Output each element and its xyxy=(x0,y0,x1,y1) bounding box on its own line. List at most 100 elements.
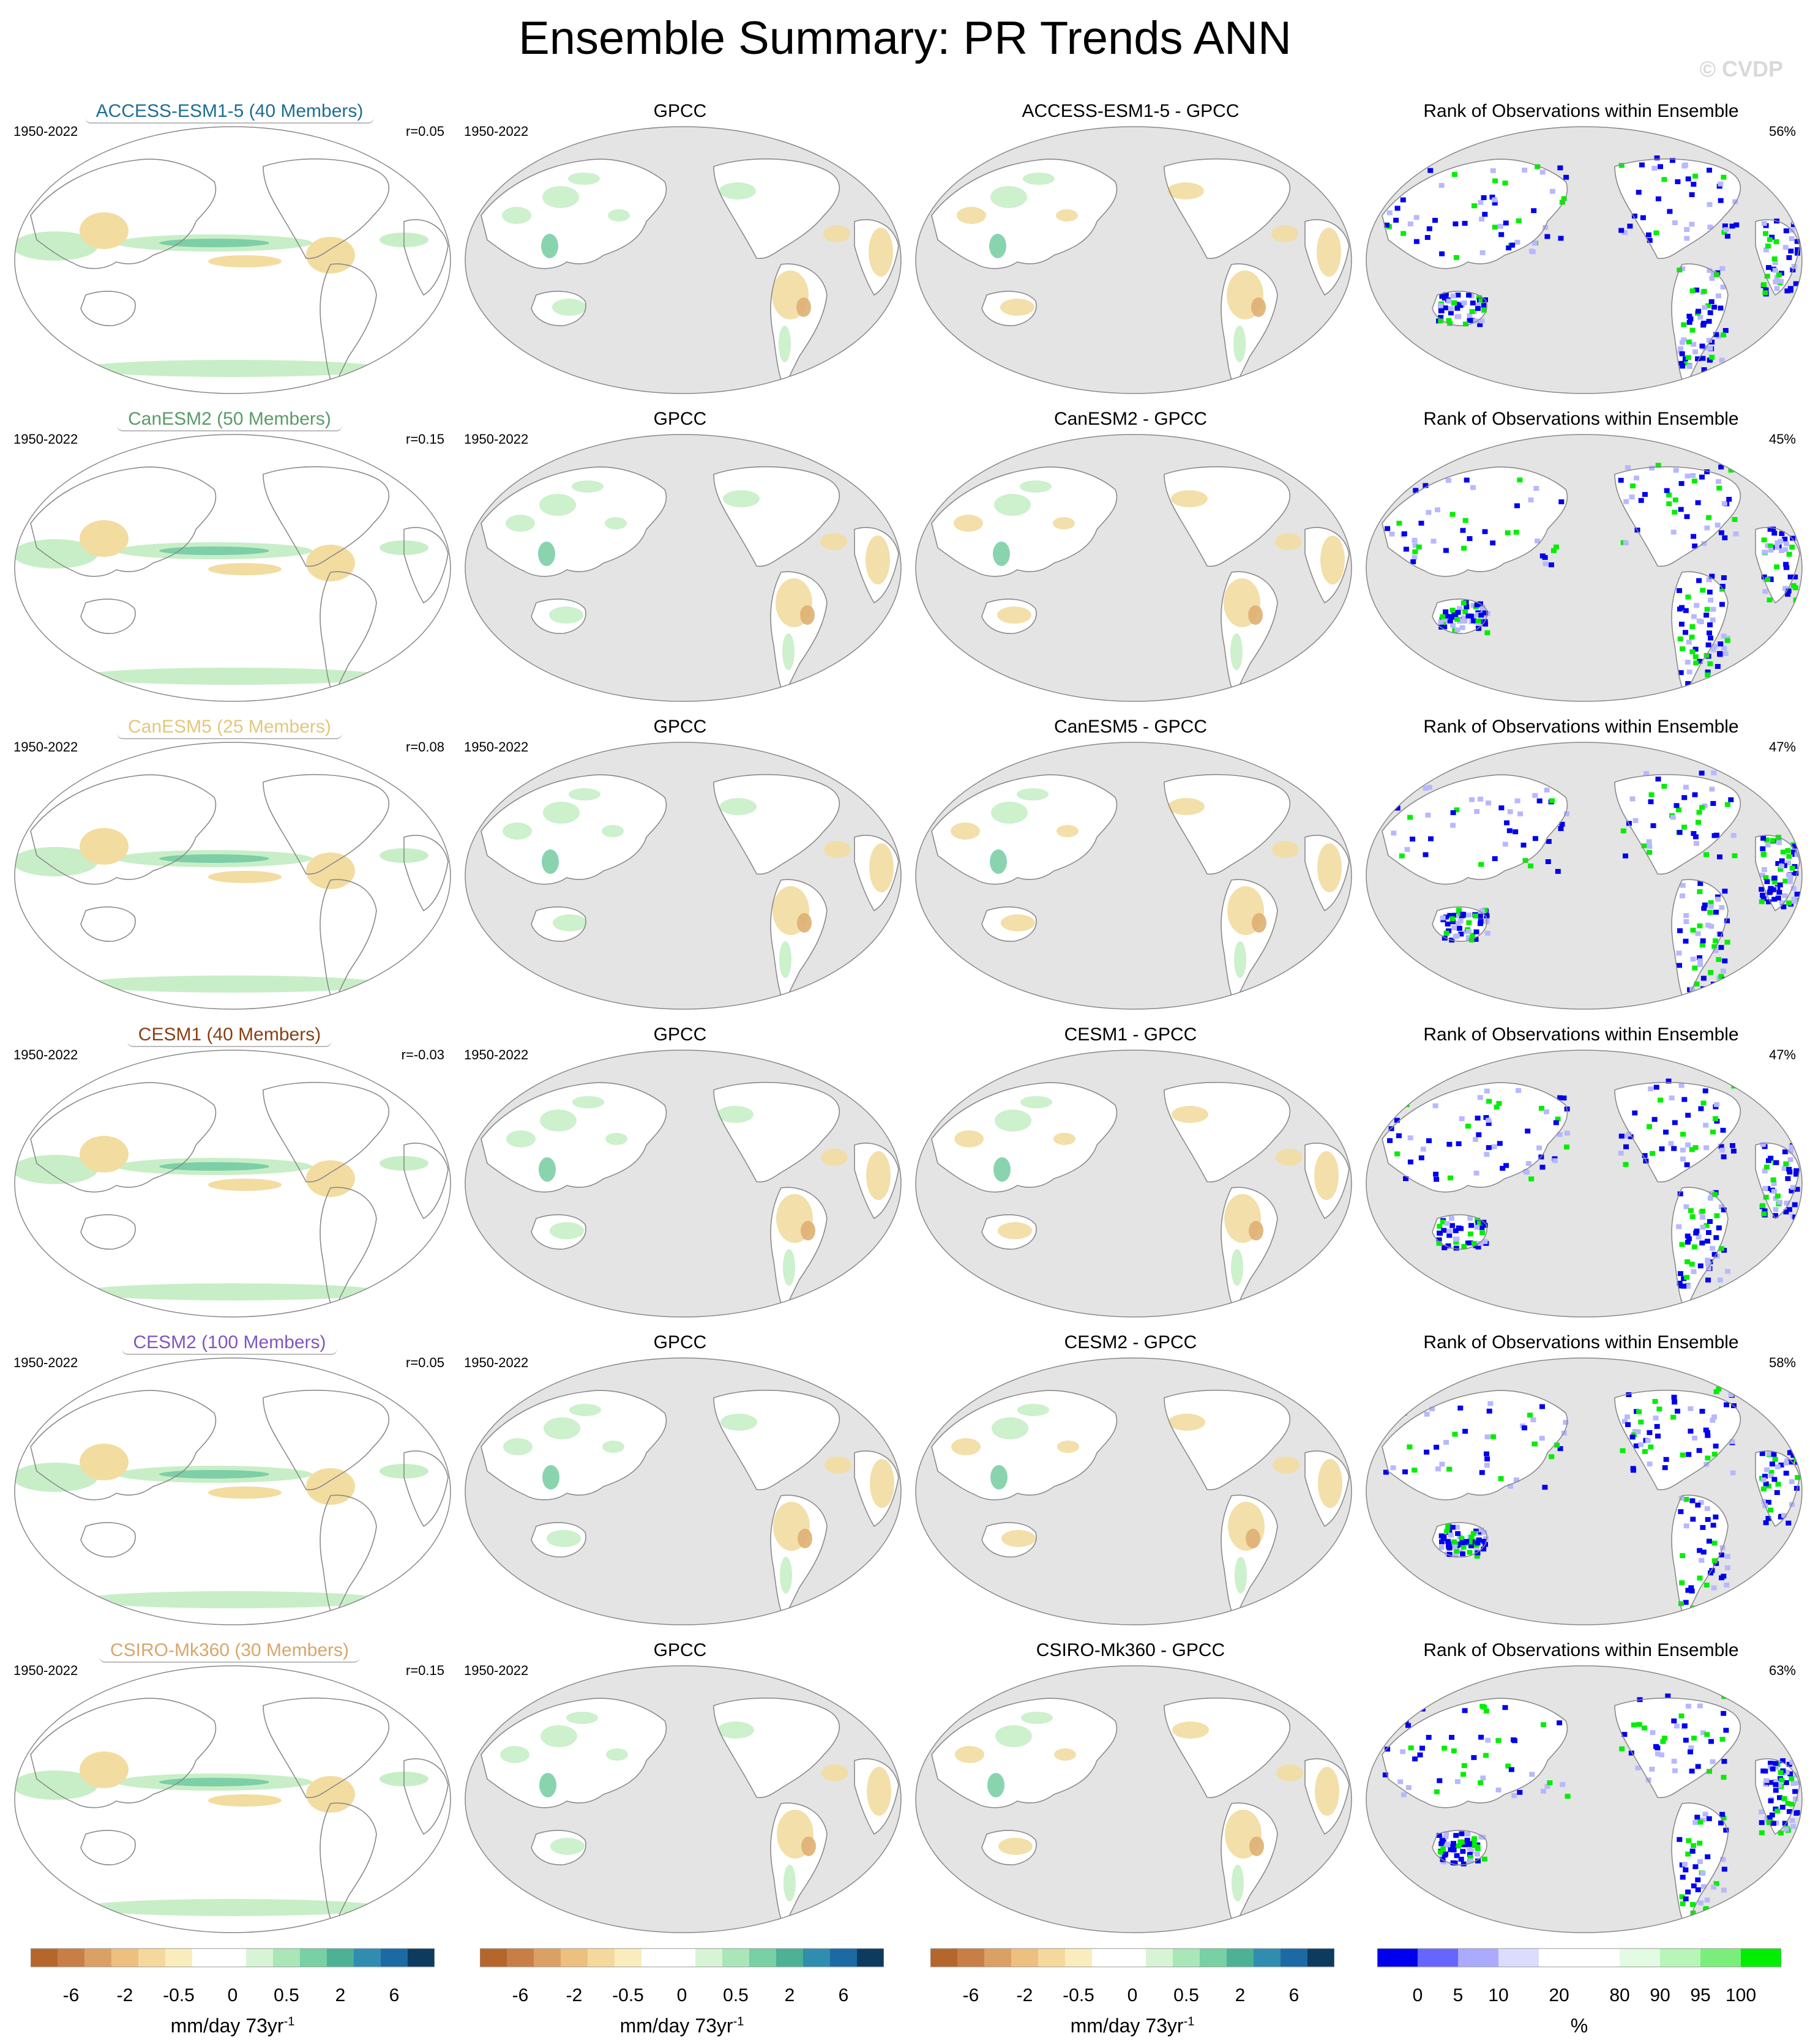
colorbar-box xyxy=(273,1949,300,1967)
colorbar-box xyxy=(1660,1949,1700,1967)
obs-map xyxy=(463,1047,903,1320)
colorbar-tick-label: 6 xyxy=(1289,1985,1300,2005)
diff-panel: CanESM2 - GPCC xyxy=(907,405,1354,711)
colorbar-tick-label: 0.5 xyxy=(274,1985,299,2005)
rank-panel: Rank of Observations within Ensemble 58% xyxy=(1358,1328,1804,1634)
diff-title: CanESM2 - GPCC xyxy=(1053,409,1208,429)
colorbar-unit: mm/day 73yr xyxy=(619,2015,733,2037)
pattern-correlation: r=0.08 xyxy=(406,739,444,755)
colorbar-box xyxy=(1011,1949,1038,1967)
colorbar-box xyxy=(830,1949,857,1967)
rank-panel: Rank of Observations within Ensemble 45% xyxy=(1358,405,1804,711)
colorbar-tick-label: -2 xyxy=(566,1985,583,2005)
colorbar-box xyxy=(300,1949,327,1967)
colorbar-tick-label: 0 xyxy=(1128,1985,1138,2005)
colorbar-box xyxy=(1741,1949,1781,1967)
colorbar-tick-label: 100 xyxy=(1726,1985,1756,2005)
period-label: 1950-2022 xyxy=(13,1355,78,1370)
obs-panel: GPCC 1950-2022 xyxy=(457,1020,903,1326)
colorbar-tick-label: -0.5 xyxy=(1063,1985,1094,2005)
model-title: CanESM5 (25 Members) xyxy=(6,716,453,739)
colorbar-box xyxy=(480,1949,507,1967)
obs-panel: GPCC 1950-2022 xyxy=(457,97,903,403)
pattern-correlation: r=0.05 xyxy=(406,1355,444,1370)
model-name: CSIRO-Mk360 (30 Members) xyxy=(99,1639,361,1663)
colorbar-box xyxy=(1377,1949,1418,1967)
obs-title: GPCC xyxy=(653,1332,707,1352)
colorbar-tick-label: 90 xyxy=(1650,1985,1670,2005)
colorbar-box xyxy=(31,1949,58,1967)
colorbar-label: mm/day 73yr-1 xyxy=(31,2015,435,2037)
colorbar-box xyxy=(984,1949,1011,1967)
colorbar-tick-label: 2 xyxy=(785,1985,795,2005)
colorbar-box xyxy=(722,1949,749,1967)
colorbar-box xyxy=(111,1949,138,1967)
obs-period-label: 1950-2022 xyxy=(464,1663,529,1678)
rank-percent: 58% xyxy=(1768,1355,1796,1370)
pattern-correlation: r=0.05 xyxy=(406,124,444,139)
rank-title: Rank of Observations within Ensemble xyxy=(1423,1024,1739,1045)
colorbar-box xyxy=(84,1949,111,1967)
obs-title: GPCC xyxy=(653,717,707,737)
rank-title: Rank of Observations within Ensemble xyxy=(1423,101,1739,121)
colorbar-box xyxy=(219,1949,246,1967)
trend-colorbar: -6 -2 -0.5 0 0.5 2 6 mm/day 73yr-1 xyxy=(30,1946,435,2044)
model-title: CSIRO-Mk360 (30 Members) xyxy=(6,1639,453,1663)
obs-map xyxy=(463,739,903,1012)
period-label: 1950-2022 xyxy=(13,1663,78,1678)
diff-panel: CSIRO-Mk360 - GPCC xyxy=(907,1636,1354,1942)
diff-title: CESM1 - GPCC xyxy=(1064,1024,1197,1045)
obs-period-label: 1950-2022 xyxy=(464,124,529,139)
diff-map xyxy=(913,1663,1354,1936)
colorbar-box xyxy=(1307,1949,1334,1967)
colorbar-label: mm/day 73yr-1 xyxy=(480,2015,884,2037)
colorbar-label: mm/day 73yr-1 xyxy=(930,2015,1334,2037)
colorbar-box xyxy=(1498,1949,1539,1967)
period-label: 1950-2022 xyxy=(13,431,78,447)
colorbar-box xyxy=(408,1949,435,1967)
colorbar-unit: mm/day 73yr xyxy=(170,2015,284,2037)
colorbar-box xyxy=(1092,1949,1119,1967)
colorbar-label: % xyxy=(1377,2015,1781,2037)
colorbar-box xyxy=(615,1949,641,1967)
diff-title: CSIRO-Mk360 - GPCC xyxy=(1036,1640,1225,1660)
model-map xyxy=(12,431,453,704)
colorbar-box xyxy=(561,1949,588,1967)
diff-panel: CESM1 - GPCC xyxy=(907,1020,1354,1326)
rank-title: Rank of Observations within Ensemble xyxy=(1423,409,1739,429)
colorbar-box xyxy=(507,1949,534,1967)
colorbar-box xyxy=(381,1949,408,1967)
trend-colorbar: -6 -2 -0.5 0 0.5 2 6 mm/day 73yr-1 xyxy=(930,1946,1335,2044)
model-panel: CSIRO-Mk360 (30 Members) 1950-2022 r=0.15 xyxy=(6,1636,453,1942)
model-panel: ACCESS-ESM1-5 (40 Members) 1950-2022 r=0.0… xyxy=(6,97,453,403)
obs-panel: GPCC 1950-2022 xyxy=(457,405,903,711)
colorbar-tick-label: 6 xyxy=(839,1985,849,2005)
colorbar-box xyxy=(1281,1949,1307,1967)
colorbar-tick-label: 0 xyxy=(677,1985,687,2005)
colorbar-box xyxy=(588,1949,615,1967)
colorbar-box xyxy=(1038,1949,1065,1967)
rank-map xyxy=(1364,124,1804,397)
rank-map xyxy=(1364,739,1804,1012)
model-map xyxy=(12,739,453,1012)
model-name: CESM2 (100 Members) xyxy=(122,1332,337,1355)
rank-map xyxy=(1364,431,1804,704)
colorbar-unit-exponent: -1 xyxy=(1183,2015,1195,2029)
rank-map xyxy=(1364,1355,1804,1628)
diff-title: CESM2 - GPCC xyxy=(1064,1332,1197,1352)
rank-map xyxy=(1364,1047,1804,1320)
colorbar-tick-label: -0.5 xyxy=(612,1985,644,2005)
colorbar-box xyxy=(138,1949,165,1967)
model-panel: CESM1 (40 Members) 1950-2022 r=-0.03 xyxy=(6,1020,453,1326)
obs-title: GPCC xyxy=(653,101,707,121)
trend-colorbar: -6 -2 -0.5 0 0.5 2 6 mm/day 73yr-1 xyxy=(479,1946,884,2044)
pattern-correlation: r=0.15 xyxy=(406,1663,444,1678)
rank-title: Rank of Observations within Ensemble xyxy=(1423,717,1739,737)
obs-title: GPCC xyxy=(653,1640,707,1660)
obs-period-label: 1950-2022 xyxy=(464,431,529,447)
colorbar-tick-label: 0.5 xyxy=(723,1985,749,2005)
pattern-correlation: r=-0.03 xyxy=(401,1047,444,1062)
colorbar-box xyxy=(1173,1949,1200,1967)
colorbar-tick-label: -2 xyxy=(1017,1985,1033,2005)
colorbar-box xyxy=(1700,1949,1741,1967)
